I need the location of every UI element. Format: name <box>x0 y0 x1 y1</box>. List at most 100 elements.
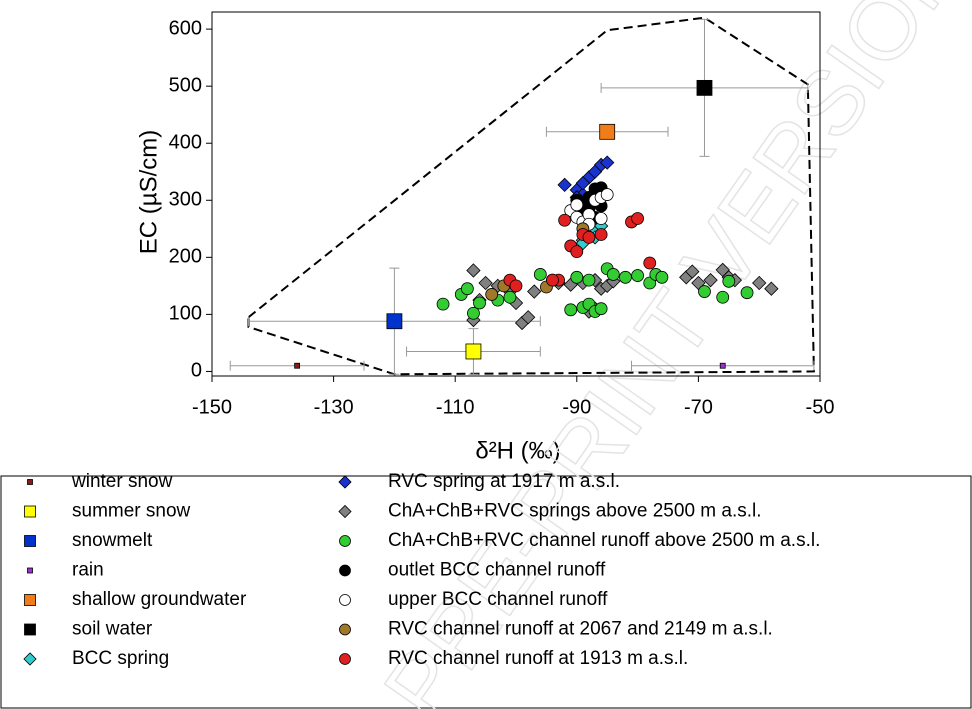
marker <box>27 479 33 485</box>
series <box>436 262 754 320</box>
marker <box>570 270 584 284</box>
x-tick-label: -130 <box>314 396 354 418</box>
marker <box>557 177 572 193</box>
plot-frame <box>211 11 821 377</box>
marker <box>594 228 608 241</box>
marker <box>696 79 713 96</box>
marker <box>719 362 726 369</box>
y-tick-label: 500 <box>169 74 202 96</box>
marker <box>685 264 700 279</box>
marker <box>339 594 351 606</box>
marker <box>722 274 736 288</box>
x-tick-label: -150 <box>192 396 232 418</box>
y-tick-label: 300 <box>169 189 202 211</box>
legend-label: RVC spring at 1917 m a.s.l. <box>388 471 620 492</box>
marker <box>600 188 614 201</box>
marker <box>631 212 644 225</box>
legend-label: snowmelt <box>72 530 153 551</box>
y-tick-label: 0 <box>191 360 202 382</box>
marker <box>643 256 657 270</box>
x-tick-label: -50 <box>806 396 835 418</box>
marker <box>594 212 608 225</box>
legend-label: RVC channel runoff at 2067 and 2149 m a.… <box>388 619 773 640</box>
legend-label: winter snow <box>71 471 173 492</box>
y-tick-label: 100 <box>169 303 202 325</box>
y-tick-label: 600 <box>169 17 202 39</box>
marker <box>582 273 596 287</box>
series <box>696 79 713 96</box>
marker <box>631 269 644 282</box>
marker <box>294 362 301 369</box>
marker <box>558 213 572 227</box>
marker <box>466 263 481 278</box>
legend-label: ChA+ChB+RVC springs above 2500 m a.s.l. <box>388 501 762 522</box>
series <box>294 362 301 369</box>
marker <box>570 198 584 212</box>
legend-label: soil water <box>72 619 153 640</box>
marker <box>520 310 536 325</box>
marker <box>582 230 596 244</box>
marker <box>485 288 499 301</box>
marker <box>24 535 36 547</box>
marker <box>716 290 730 304</box>
marker <box>478 275 493 291</box>
marker <box>24 505 36 518</box>
marker <box>339 535 351 547</box>
envelope <box>247 16 815 376</box>
marker <box>533 268 547 281</box>
y-tick-label: 400 <box>169 132 202 154</box>
marker <box>740 286 754 300</box>
x-axis-title: δ²H (‰) <box>475 437 560 464</box>
marker <box>460 282 474 296</box>
marker <box>655 270 669 284</box>
legend-label: shallow groundwater <box>72 589 247 610</box>
marker <box>564 303 578 317</box>
legend-label: upper BCC channel runoff <box>388 589 608 610</box>
marker <box>338 504 352 519</box>
marker <box>703 272 718 288</box>
marker <box>24 623 36 636</box>
series <box>564 188 614 231</box>
marker <box>594 302 608 316</box>
marker <box>546 273 559 287</box>
marker <box>698 285 711 298</box>
legend-label: summer snow <box>72 501 191 522</box>
legend-label: BCC spring <box>72 648 169 669</box>
marker <box>619 270 632 284</box>
marker <box>600 155 615 170</box>
marker <box>473 296 486 310</box>
series <box>503 212 657 293</box>
marker <box>606 268 620 281</box>
marker <box>339 564 351 577</box>
marker <box>386 313 403 330</box>
y-axis-title: EC (µS/cm) <box>135 130 162 255</box>
legend-label: outlet BCC channel runoff <box>388 560 606 581</box>
legend-label: ChA+ChB+RVC channel runoff above 2500 m … <box>388 530 820 551</box>
marker <box>764 281 779 296</box>
marker <box>570 245 584 259</box>
marker <box>339 623 351 636</box>
series <box>599 123 616 140</box>
marker <box>527 284 542 299</box>
marker <box>24 594 36 606</box>
series <box>386 313 403 330</box>
marker <box>23 652 37 666</box>
marker <box>467 306 480 320</box>
marker <box>27 567 33 574</box>
marker <box>339 653 351 665</box>
x-tick-label: -70 <box>684 396 713 418</box>
x-tick-label: -90 <box>562 396 591 418</box>
marker <box>465 343 482 360</box>
legend-label: RVC channel runoff at 1913 m a.s.l. <box>388 648 688 669</box>
series <box>719 362 726 369</box>
marker <box>752 275 767 291</box>
marker <box>503 290 517 304</box>
legend-box <box>0 475 972 709</box>
marker <box>338 475 352 489</box>
marker <box>436 297 450 311</box>
y-tick-label: 200 <box>169 246 202 268</box>
marker <box>599 123 616 140</box>
marker <box>575 175 591 191</box>
x-tick-label: -110 <box>436 396 475 418</box>
